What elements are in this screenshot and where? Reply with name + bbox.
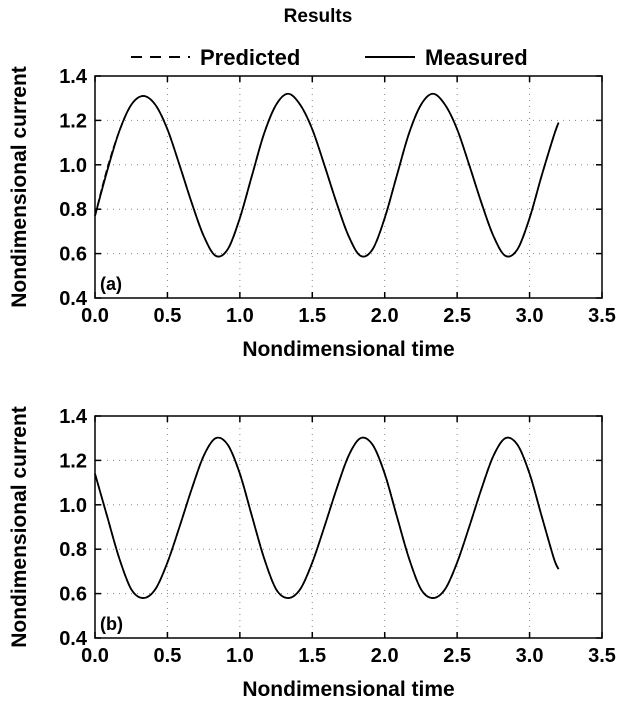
chart-panel-b: 0.0 0.5 1.0 1.5 2.0 2.5 3.0 3.5 0.4 0.6 0.8 1.0 1.2 1… xyxy=(8,406,616,701)
x-axis-label: Nondimensional time xyxy=(242,338,454,361)
x-tick-label: 1.5 xyxy=(298,645,326,667)
x-tick-label: 0.0 xyxy=(81,305,109,327)
legend-measured-label: Measured xyxy=(425,45,528,70)
figure-title: Results xyxy=(284,6,353,27)
series-line-measured-b xyxy=(94,436,560,599)
x-tick-label: 2.5 xyxy=(443,645,471,667)
y-tick-label: 1.4 xyxy=(59,406,88,428)
y-tick-label: 1.0 xyxy=(59,495,87,517)
x-tick-label: 1.0 xyxy=(226,305,254,327)
x-tick-label: 2.0 xyxy=(371,645,399,667)
y-tick-label: 0.8 xyxy=(59,199,87,221)
y-tick-label: 0.6 xyxy=(59,244,87,266)
x-tick-label: 3.0 xyxy=(516,305,544,327)
x-tick-label: 0.5 xyxy=(154,645,182,667)
y-axis-label: Nondimensional current xyxy=(8,66,31,308)
plot-frame-a xyxy=(94,75,603,299)
x-tick-label: 2.0 xyxy=(371,305,399,327)
series-line-measured-a xyxy=(94,92,560,258)
y-tick-label: 1.0 xyxy=(59,155,87,177)
x-tick-label: 1.0 xyxy=(226,645,254,667)
panel-label-b: (b) xyxy=(100,614,123,634)
x-tick-label: 3.5 xyxy=(588,645,616,667)
panel-label-a: (a) xyxy=(100,274,122,294)
y-tick-label: 0.8 xyxy=(59,539,87,561)
x-tick-label: 0.0 xyxy=(81,645,109,667)
y-tick-label: 1.2 xyxy=(59,450,87,472)
y-tick-label: 1.2 xyxy=(59,110,87,132)
y-tick-label: 0.4 xyxy=(59,288,88,310)
legend-predicted-label: Predicted xyxy=(200,45,300,70)
legend: Predicted Measured xyxy=(131,45,528,70)
y-tick-label: 0.4 xyxy=(59,628,88,650)
y-tick-label: 0.6 xyxy=(59,584,87,606)
x-tick-label: 3.0 xyxy=(516,645,544,667)
y-axis-label: Nondimensional current xyxy=(8,406,31,648)
x-tick-label: 3.5 xyxy=(588,305,616,327)
plot-frame-b xyxy=(94,415,603,639)
x-tick-label: 0.5 xyxy=(154,305,182,327)
x-tick-label: 1.5 xyxy=(298,305,326,327)
chart-panel-a: 0.0 0.5 1.0 1.5 2.0 2.5 3.0 3.5 0.4 0.6 0.8 1.0 1.2 1… xyxy=(8,66,616,361)
y-tick-label: 1.4 xyxy=(59,66,88,88)
x-axis-label: Nondimensional time xyxy=(242,678,454,701)
x-tick-label: 2.5 xyxy=(443,305,471,327)
